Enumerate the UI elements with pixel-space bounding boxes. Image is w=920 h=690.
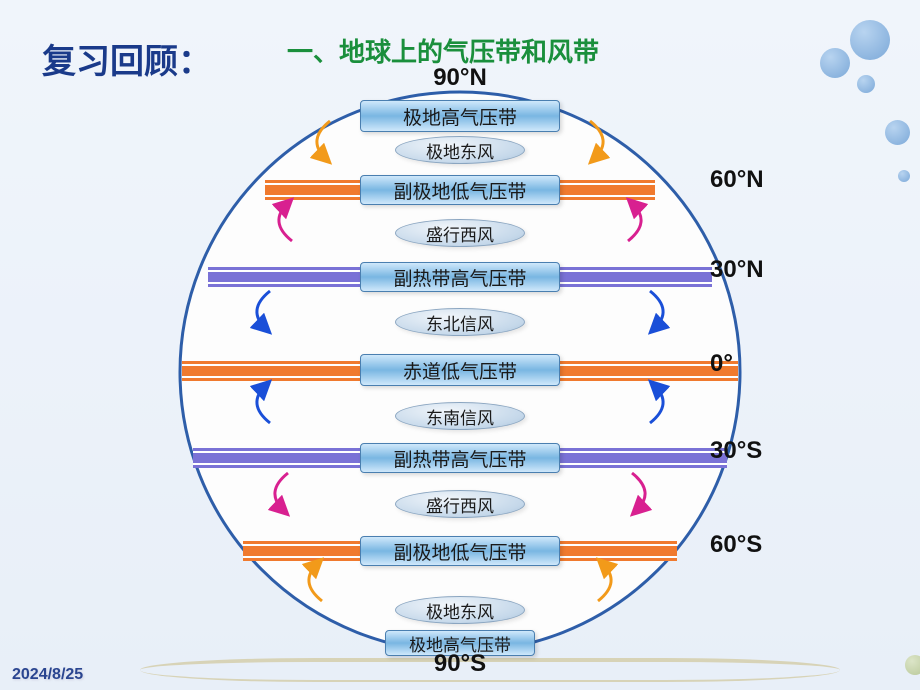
latitude-label: 30°S [710,437,762,465]
wind-label: 东北信风 [395,308,525,336]
latitude-label: 30°N [710,256,764,284]
pressure-band: 副极地低气压带 [360,175,560,205]
pressure-band: 副热带高气压带 [360,262,560,292]
wind-label: 盛行西风 [395,219,525,247]
footer-date: 2024/8/25 [12,666,83,684]
latitude-label: 90°N [433,64,487,92]
pressure-band: 副极地低气压带 [360,536,560,566]
latitude-label: 90°S [434,650,486,678]
latitude-label: 60°N [710,166,764,194]
wind-label: 极地东风 [395,596,525,624]
wind-label: 极地东风 [395,136,525,164]
wind-label: 盛行西风 [395,490,525,518]
diagram-stage: 极地高气压带副极地低气压带副热带高气压带赤道低气压带副热带高气压带副极地低气压带… [90,72,830,682]
pressure-band: 副热带高气压带 [360,443,560,473]
pressure-band: 赤道低气压带 [360,354,560,386]
latitude-label: 60°S [710,531,762,559]
wind-label: 东南信风 [395,402,525,430]
pressure-band: 极地高气压带 [360,100,560,132]
latitude-label: 0° [710,350,733,378]
